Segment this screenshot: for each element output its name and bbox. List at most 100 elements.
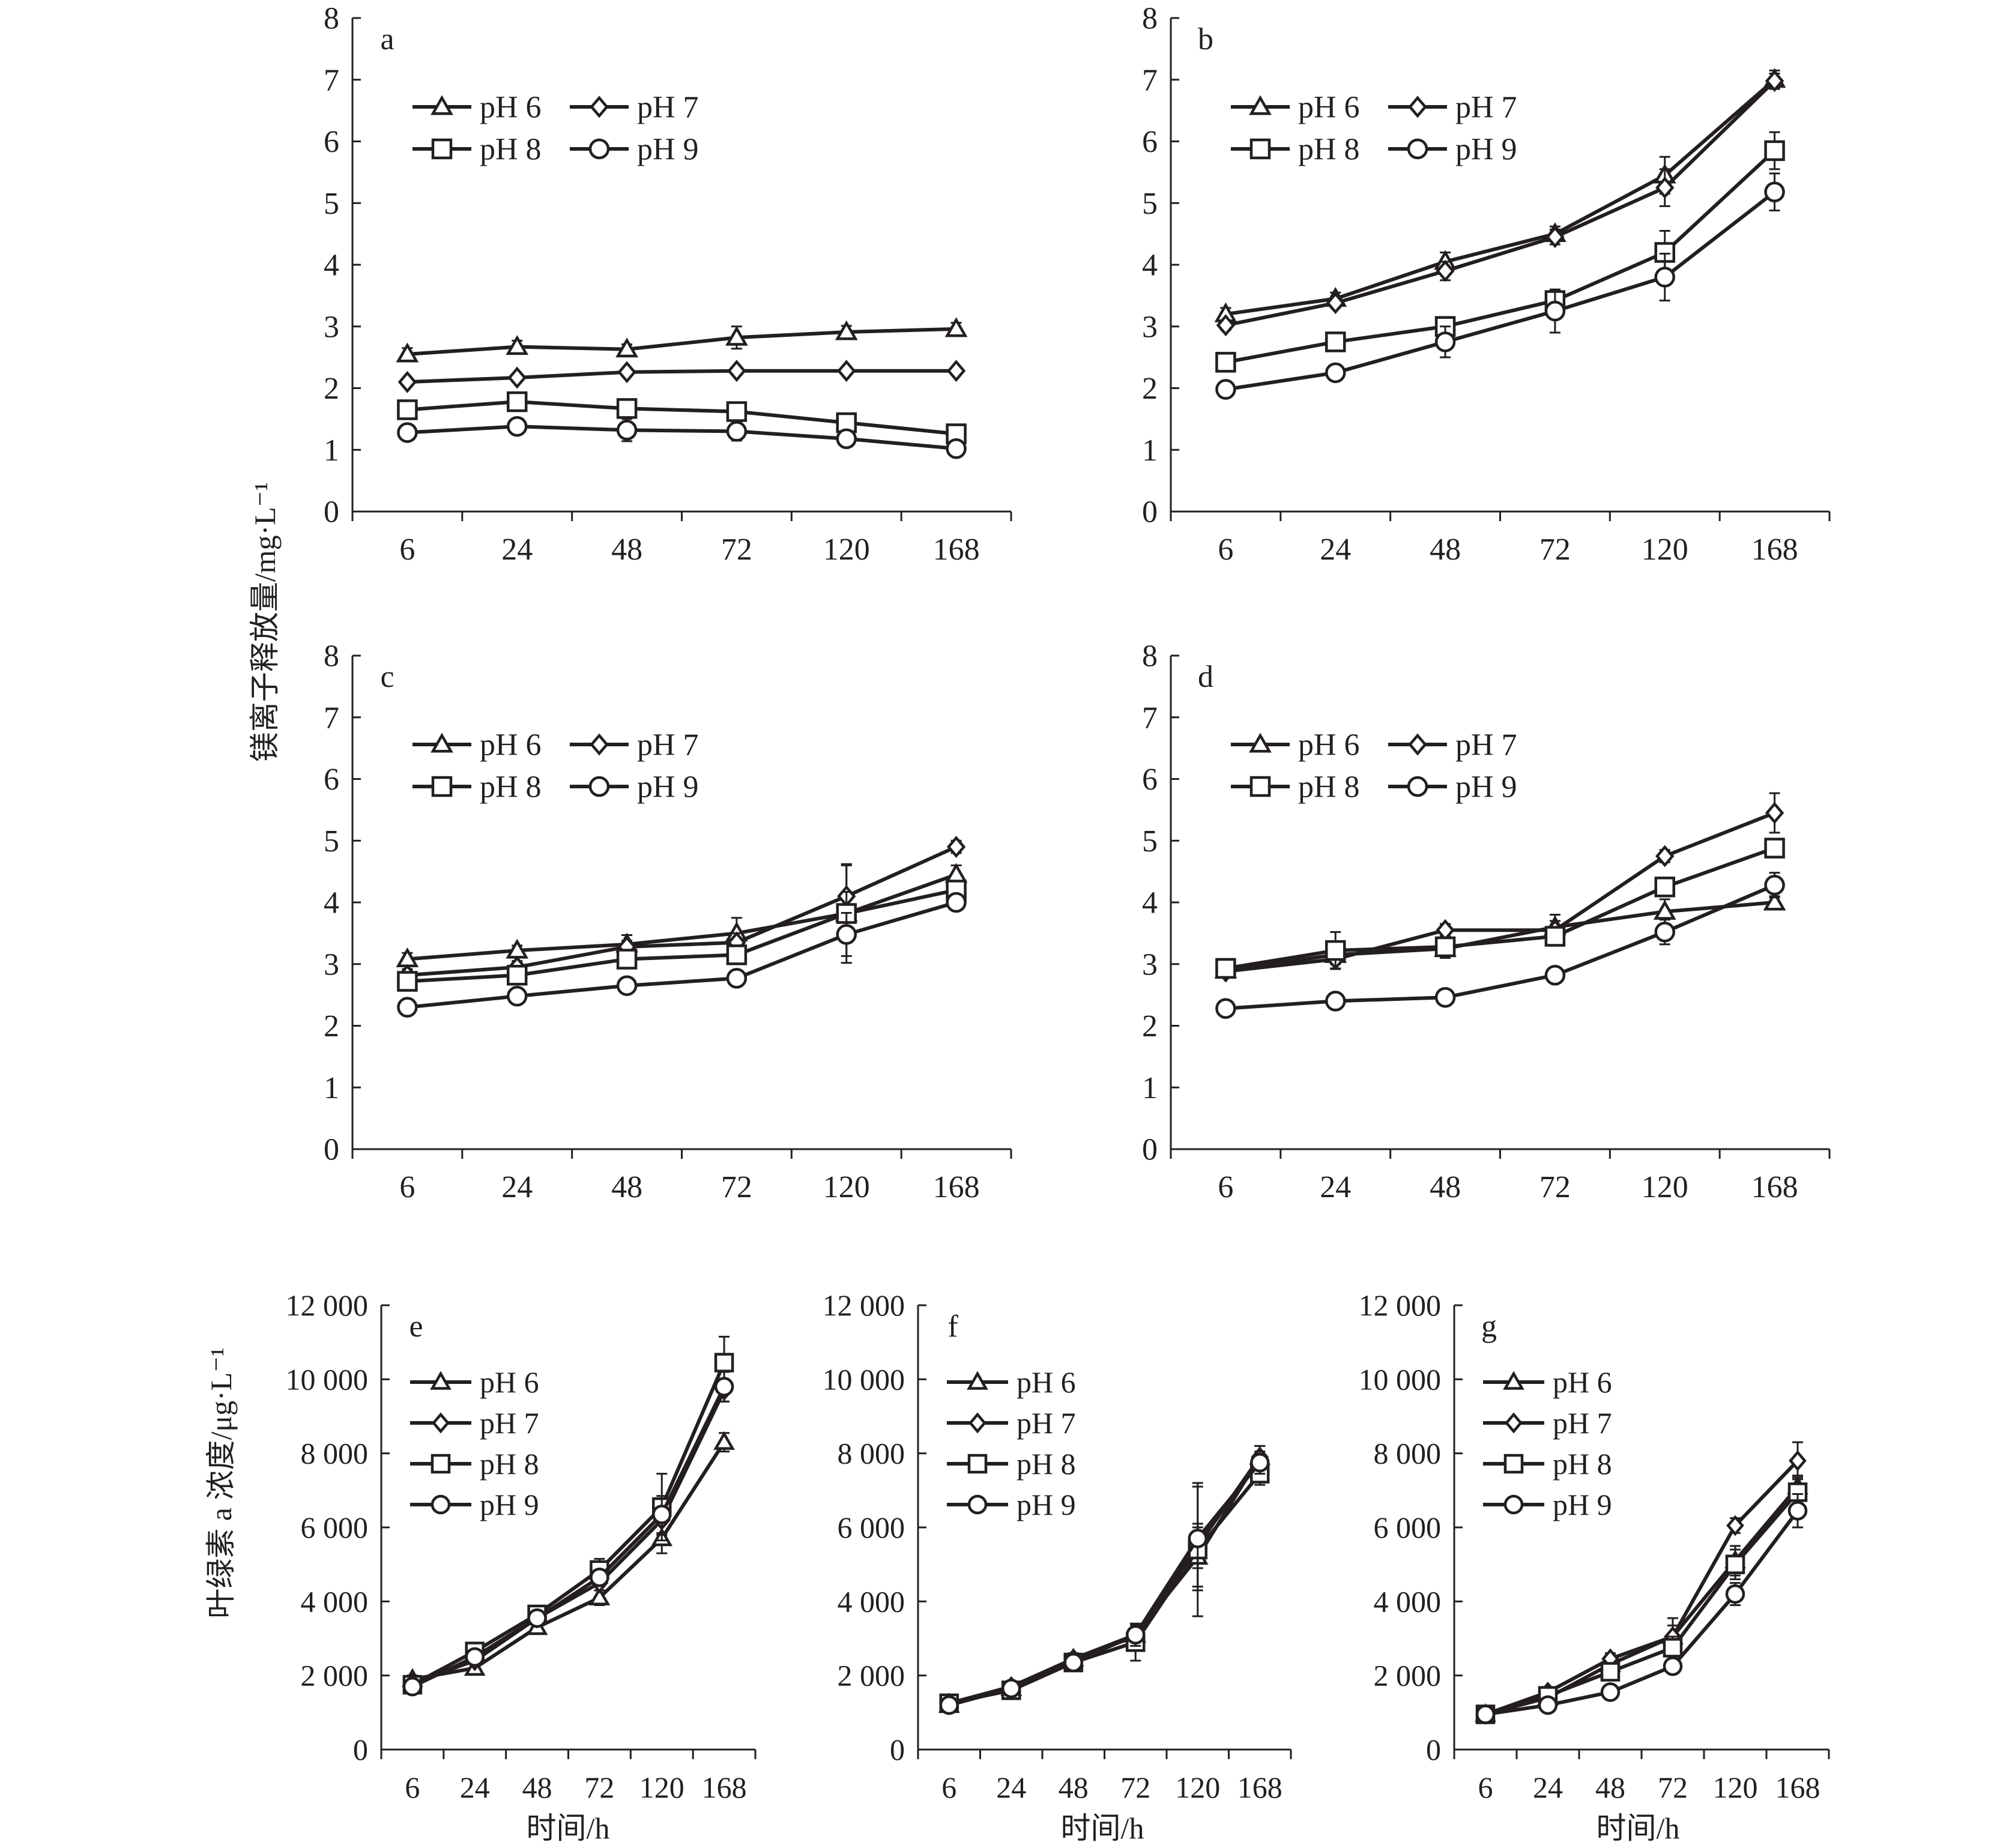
series-ph-9 <box>939 1451 1270 1715</box>
series-ph-7 <box>940 1445 1269 1714</box>
y-tick-label: 8 <box>1142 2 1158 36</box>
panel-label: a <box>380 22 394 56</box>
x-tick-label: 48 <box>1430 1170 1461 1204</box>
data-point <box>616 949 638 970</box>
legend: pH 6 pH 7 pH 8 pH 9 <box>412 91 699 167</box>
x-tick-label: 72 <box>1120 1771 1150 1804</box>
y-tick-label: 1 <box>324 1071 339 1105</box>
data-point <box>836 428 857 450</box>
series-line <box>407 845 957 977</box>
series-line <box>1225 883 1775 1010</box>
y-tick-label: 12 000 <box>1359 1288 1442 1322</box>
legend-label: pH 7 <box>480 1406 539 1440</box>
series-line <box>1225 811 1775 974</box>
data-point <box>616 420 638 441</box>
data-point <box>726 401 748 422</box>
x-tick-label: 48 <box>1595 1771 1625 1804</box>
legend-label: pH 6 <box>1553 1365 1612 1399</box>
legend-label: pH 6 <box>480 728 542 762</box>
data-point <box>1655 177 1675 199</box>
y-tick-label: 3 <box>1142 310 1158 344</box>
legend-label: pH 8 <box>1298 770 1360 805</box>
legend-label: pH 9 <box>480 1488 539 1521</box>
legend-label: pH 8 <box>480 770 542 805</box>
data-point <box>527 1608 547 1628</box>
legend-marker <box>432 1412 450 1434</box>
y-tick-label: 8 <box>1142 639 1158 674</box>
y-tick-label: 8 000 <box>1374 1437 1442 1470</box>
y-tick-label: 4 <box>324 249 339 283</box>
y-tick-label: 0 <box>1142 495 1158 530</box>
x-tick-label: 6 <box>405 1771 420 1804</box>
data-point <box>507 391 528 412</box>
xlabel-g: 时间/h <box>1597 1811 1680 1845</box>
x-tick-label: 24 <box>501 1170 533 1204</box>
legend: pH 6 pH 7 pH 8 pH 9 <box>1483 1365 1612 1521</box>
data-point <box>397 422 418 443</box>
data-point <box>588 1586 611 1605</box>
panel-label: e <box>409 1309 423 1344</box>
x-tick-label: 24 <box>1320 1170 1351 1204</box>
x-tick-label: 168 <box>1751 1170 1798 1204</box>
legend-marker <box>968 1412 986 1434</box>
data-point <box>726 421 748 442</box>
series-line <box>407 872 957 961</box>
series-ph-8 <box>397 880 967 992</box>
y-tick-label: 4 <box>324 886 339 920</box>
legend: pH 6 pH 7 pH 8 pH 9 <box>410 1365 539 1521</box>
series-line <box>949 1472 1261 1705</box>
x-tick-label: 168 <box>933 533 980 567</box>
legend-item: pH 9 <box>1388 133 1517 167</box>
legend-item: pH 6 <box>1231 91 1360 125</box>
data-point <box>1216 314 1236 337</box>
legend-marker <box>431 1454 451 1474</box>
data-point <box>507 366 527 389</box>
legend-marker <box>430 1371 452 1390</box>
series-line <box>1225 149 1776 364</box>
legend-marker <box>1407 138 1428 160</box>
data-point <box>1654 922 1675 943</box>
y-tick-label: 8 000 <box>838 1437 905 1470</box>
data-point <box>1434 331 1456 352</box>
y-tick-label: 4 000 <box>301 1584 369 1618</box>
series-ph-7 <box>1216 70 1784 337</box>
y-tick-label: 0 <box>890 1733 905 1766</box>
legend-item: pH 8 <box>410 1447 539 1481</box>
series-ph-8 <box>939 1461 1270 1714</box>
legend-marker <box>1408 733 1427 756</box>
data-point <box>1325 331 1346 352</box>
legend-label: pH 8 <box>1017 1447 1076 1481</box>
series-line <box>407 901 957 1009</box>
series-line <box>1225 78 1776 316</box>
y-tick-label: 2 <box>324 1009 339 1043</box>
legend-item: pH 6 <box>1231 728 1360 762</box>
data-point <box>1725 1584 1745 1604</box>
y-tick-label: 7 <box>1142 701 1158 735</box>
data-point <box>837 360 856 382</box>
legend-item: pH 7 <box>1388 728 1517 762</box>
panel-label: d <box>1198 660 1213 694</box>
data-point <box>507 964 528 986</box>
panel-e: 0 2 000 4 000 6 000 8 000 10 000 12 000 6 24 48 72… <box>286 1288 757 1804</box>
series-line <box>407 327 956 356</box>
series-ph-7 <box>1216 792 1784 983</box>
series-line <box>1485 1509 1799 1717</box>
series-ph-9 <box>1215 872 1785 1019</box>
legend-label: pH 9 <box>1455 770 1517 805</box>
legend-marker <box>588 138 610 160</box>
legend-marker <box>431 1494 451 1515</box>
data-point <box>617 361 636 384</box>
legend-item: pH 9 <box>1388 770 1517 805</box>
legend-item: pH 7 <box>570 728 699 762</box>
panel-f: 0 2 000 4 000 6 000 8 000 10 000 12 000 6 24 48 72… <box>823 1288 1292 1804</box>
data-point <box>1434 986 1456 1008</box>
chl-ylabel: 叶绿素 a 浓度/μg·L⁻¹ <box>204 1347 238 1618</box>
series-line <box>407 400 956 436</box>
data-point <box>1663 1638 1683 1658</box>
data-point <box>1326 292 1345 315</box>
series-line <box>407 369 956 384</box>
legend-marker <box>1505 1412 1523 1434</box>
legend-label: pH 7 <box>637 91 699 125</box>
legend-item: pH 7 <box>570 91 699 125</box>
